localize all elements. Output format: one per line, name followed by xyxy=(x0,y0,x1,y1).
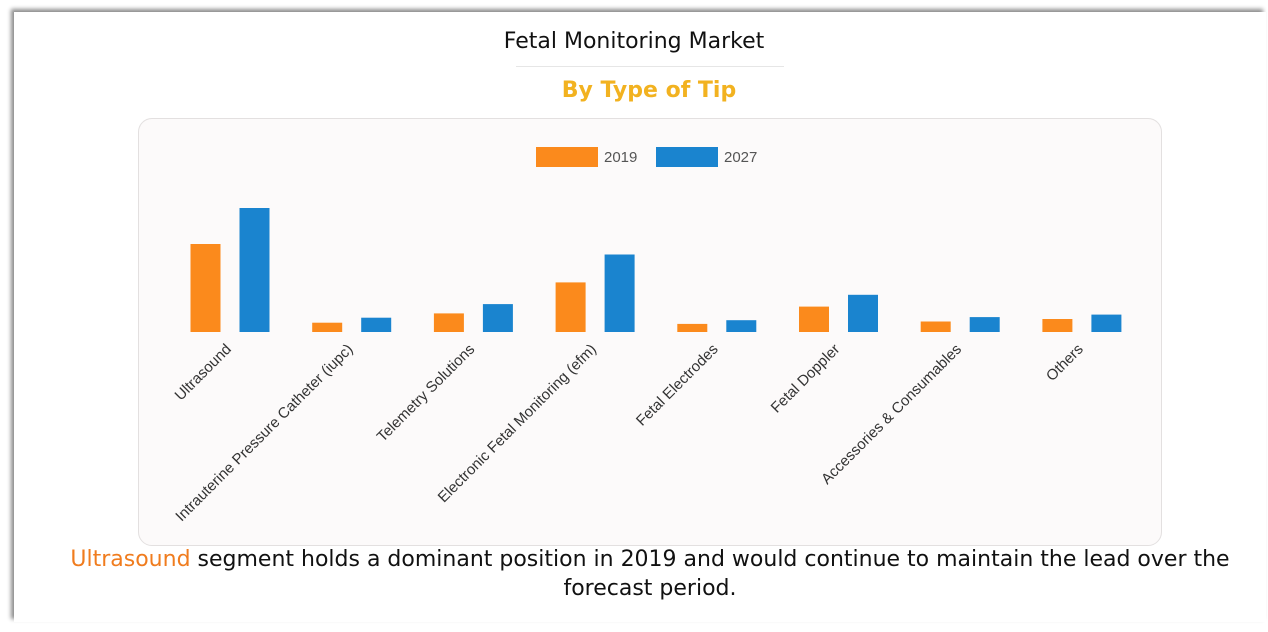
bar-2027-2 xyxy=(361,317,392,332)
chart-subtitle: By Type of Tip xyxy=(561,78,737,103)
summary-text: Ultrasound segment holds a dominant posi… xyxy=(30,545,1268,603)
summary-body: segment holds a dominant position in 201… xyxy=(190,547,1230,601)
legend-swatch-2027 xyxy=(656,147,718,167)
chart-container: 2019 2027 Ultrasound Intrauterine Pressure … xyxy=(138,118,1162,546)
bar-2019-4 xyxy=(555,282,586,332)
bar-2027-4 xyxy=(604,254,635,332)
chart-title: Fetal Monitoring Market xyxy=(503,29,765,54)
x-tick-label-3: Telemetry Solutions xyxy=(374,341,479,446)
bar-2027-3 xyxy=(482,304,513,332)
bar-2019-8 xyxy=(1042,319,1073,332)
bar-2027-7 xyxy=(969,317,1000,332)
x-tick-label-8: Others xyxy=(1043,341,1087,385)
bar-2027-8 xyxy=(1091,314,1122,332)
x-tick-label-1: Ultrasound xyxy=(172,341,235,404)
bar-2019-7 xyxy=(920,321,951,332)
x-tick-label-7: Accessories & Consumables xyxy=(818,341,965,488)
bar-2027-5 xyxy=(726,320,757,332)
bar-2019-6 xyxy=(799,306,829,332)
bar-2027-6 xyxy=(848,294,878,332)
legend-label-2027: 2027 xyxy=(724,149,757,166)
legend-swatch-2019 xyxy=(536,147,598,167)
title-divider xyxy=(516,66,784,67)
x-tick-label-6: Fetal Doppler xyxy=(768,341,844,417)
summary-highlight: Ultrasound xyxy=(70,547,191,572)
bar-2019-2 xyxy=(312,322,343,332)
bar-2019-5 xyxy=(677,323,708,332)
bar-2027-1 xyxy=(239,208,270,332)
bar-2019-3 xyxy=(433,313,464,332)
bar-2019-1 xyxy=(190,244,221,332)
legend-label-2019: 2019 xyxy=(604,149,637,166)
x-tick-label-5: Fetal Electrodes xyxy=(633,341,722,430)
